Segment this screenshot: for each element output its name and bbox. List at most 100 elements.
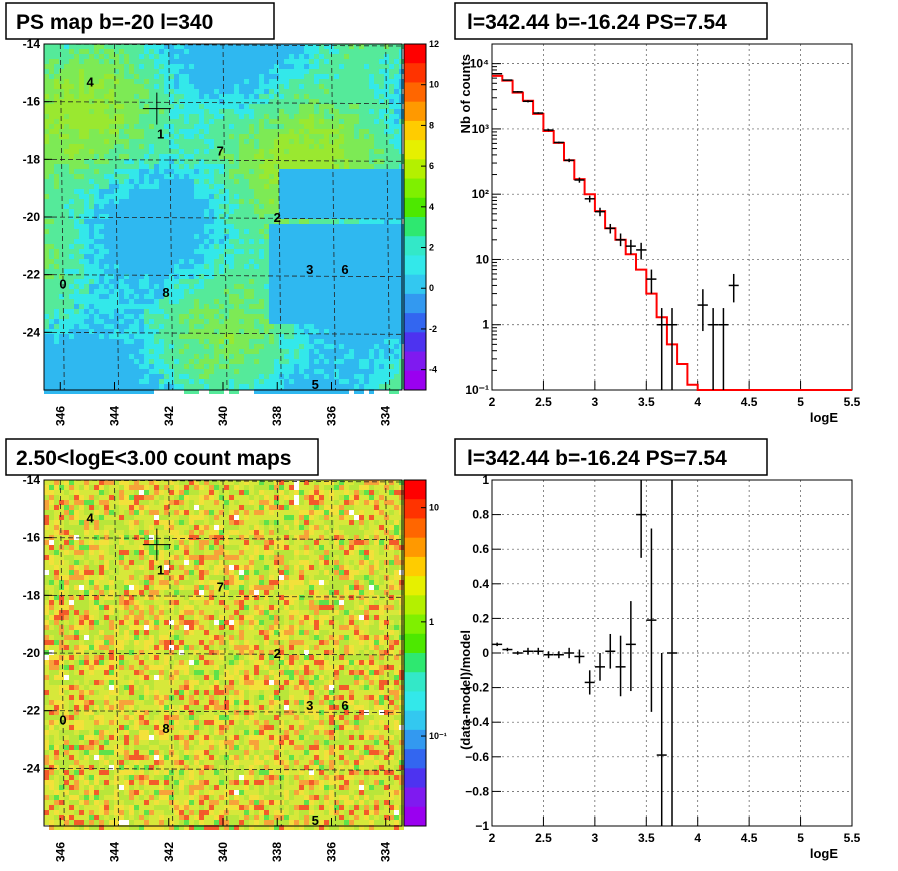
map-pixel	[229, 159, 234, 164]
map-pixel	[64, 219, 69, 224]
map-pixel	[284, 184, 289, 189]
map-pixel	[219, 384, 224, 389]
map-pixel	[189, 294, 194, 299]
map-pixel	[249, 49, 254, 54]
map-pixel	[349, 505, 354, 510]
map-pixel	[264, 189, 269, 194]
map-pixel	[189, 69, 194, 74]
map-pixel	[284, 349, 289, 354]
map-pixel	[114, 490, 119, 495]
map-pixel	[44, 234, 49, 239]
map-pixel	[104, 84, 109, 89]
map-pixel	[239, 480, 244, 485]
map-pixel	[274, 334, 279, 339]
map-pixel	[369, 189, 374, 194]
map-pixel	[254, 219, 259, 224]
map-pixel	[234, 134, 239, 139]
map-pixel	[194, 525, 199, 530]
map-pixel	[329, 229, 334, 234]
map-pixel	[129, 244, 134, 249]
map-pixel	[344, 139, 349, 144]
map-pixel	[214, 259, 219, 264]
map-pixel	[394, 69, 399, 74]
map-pixel	[349, 485, 354, 490]
map-pixel	[274, 199, 279, 204]
map-pixel	[59, 104, 64, 109]
map-pixel	[279, 59, 284, 64]
map-pixel	[374, 309, 379, 314]
map-pixel	[304, 134, 309, 139]
map-pixel	[199, 214, 204, 219]
map-pixel	[124, 259, 129, 264]
map-pixel	[249, 69, 254, 74]
map-pixel	[49, 89, 54, 94]
map-pixel	[219, 59, 224, 64]
map-pixel	[389, 174, 394, 179]
map-pixel	[159, 500, 164, 505]
map-pixel	[299, 254, 304, 259]
map-pixel	[84, 379, 89, 384]
map-pixel	[49, 184, 54, 189]
map-pixel	[129, 44, 134, 49]
map-pixel	[234, 144, 239, 149]
map-pixel	[339, 294, 344, 299]
map-pixel	[149, 249, 154, 254]
map-pixel	[354, 84, 359, 89]
map-pixel	[294, 214, 299, 219]
map-pixel	[159, 229, 164, 234]
map-pixel	[284, 289, 289, 294]
map-pixel	[339, 289, 344, 294]
map-pixel	[309, 520, 314, 525]
map-pixel	[179, 189, 184, 194]
map-pixel	[69, 530, 74, 535]
map-pixel	[379, 234, 384, 239]
map-pixel	[44, 495, 49, 500]
map-pixel	[64, 64, 69, 69]
map-pixel	[309, 510, 314, 515]
map-pixel	[229, 520, 234, 525]
map-pixel	[224, 510, 229, 515]
map-pixel	[94, 94, 99, 99]
map-pixel	[179, 515, 184, 520]
map-pixel	[264, 144, 269, 149]
map-pixel	[259, 229, 264, 234]
map-pixel	[109, 354, 114, 359]
map-pixel	[229, 389, 234, 394]
map-pixel	[224, 515, 229, 520]
map-pixel	[359, 159, 364, 164]
map-pixel	[44, 134, 49, 139]
map-pixel	[379, 169, 384, 174]
map-pixel	[359, 510, 364, 515]
map-pixel	[314, 119, 319, 124]
map-pixel	[74, 495, 79, 500]
map-pixel	[119, 369, 124, 374]
map-pixel	[89, 99, 94, 104]
map-pixel	[304, 384, 309, 389]
map-pixel	[214, 174, 219, 179]
map-pixel	[159, 319, 164, 324]
map-pixel	[364, 520, 369, 525]
map-pixel	[64, 94, 69, 99]
map-pixel	[154, 379, 159, 384]
map-pixel	[164, 500, 169, 505]
map-pixel	[69, 480, 74, 485]
map-pixel	[329, 515, 334, 520]
map-pixel	[134, 384, 139, 389]
map-pixel	[349, 139, 354, 144]
map-pixel	[199, 525, 204, 530]
map-pixel	[139, 249, 144, 254]
map-pixel	[139, 144, 144, 149]
map-pixel	[249, 505, 254, 510]
map-pixel	[119, 525, 124, 530]
map-pixel	[114, 339, 119, 344]
map-pixel	[354, 314, 359, 319]
map-pixel	[364, 49, 369, 54]
map-pixel	[254, 179, 259, 184]
map-pixel	[389, 144, 394, 149]
map-pixel	[74, 369, 79, 374]
map-pixel	[244, 379, 249, 384]
map-pixel	[364, 149, 369, 154]
map-pixel	[234, 485, 239, 490]
map-pixel	[199, 254, 204, 259]
map-pixel	[249, 379, 254, 384]
